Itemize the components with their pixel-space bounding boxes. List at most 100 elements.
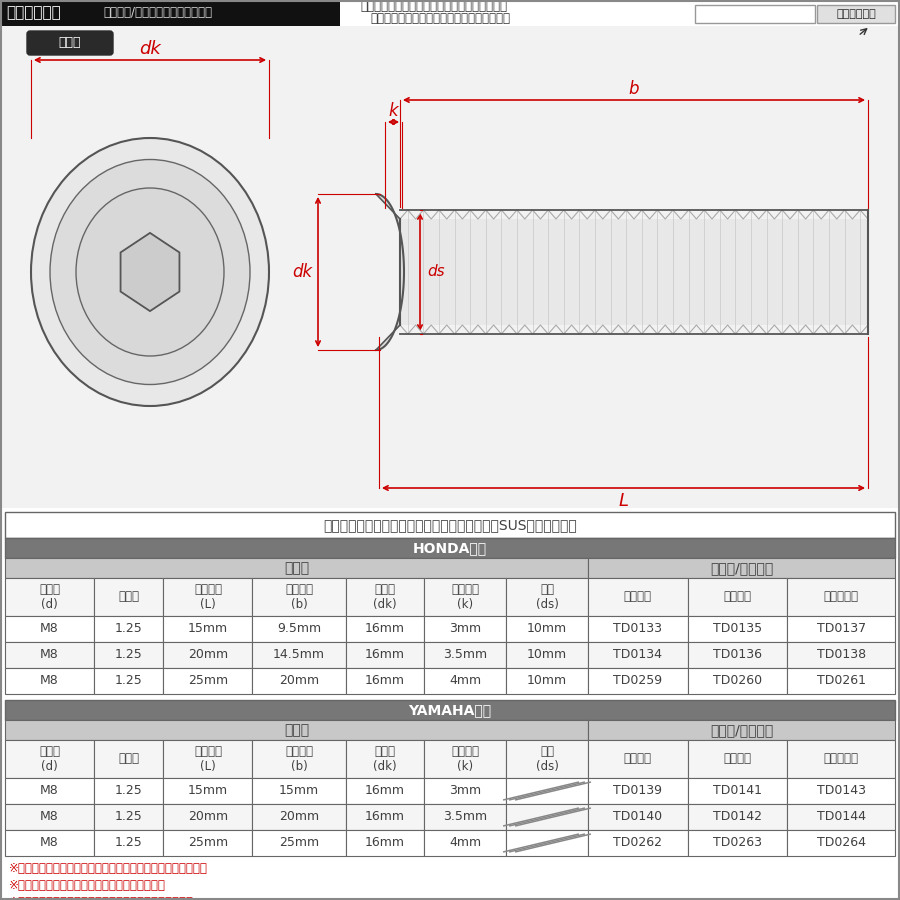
Text: M8: M8: [40, 674, 58, 688]
Bar: [5, 668, 94, 694]
Text: TD0261: TD0261: [816, 674, 866, 688]
Bar: [400, 219, 868, 325]
Bar: [164, 804, 252, 830]
Bar: [164, 668, 252, 694]
Text: TD0138: TD0138: [816, 649, 866, 662]
Text: TD0263: TD0263: [713, 836, 762, 850]
Text: 焼きチタン: 焼きチタン: [824, 752, 859, 766]
Ellipse shape: [76, 188, 224, 356]
Bar: [424, 668, 506, 694]
Bar: [506, 642, 588, 668]
Bar: [0, 0, 340, 26]
Text: L: L: [618, 492, 628, 510]
FancyBboxPatch shape: [27, 31, 113, 55]
Text: ストア内検索: ストア内検索: [836, 9, 876, 19]
Text: TD0264: TD0264: [816, 836, 866, 850]
Bar: [346, 578, 424, 616]
Text: 16mm: 16mm: [365, 674, 405, 688]
Bar: [5, 804, 94, 830]
Bar: [695, 5, 815, 23]
Text: dk: dk: [292, 263, 312, 281]
Text: 呼び長さ
(L): 呼び長さ (L): [194, 745, 222, 773]
Bar: [506, 668, 588, 694]
Text: ストア内検索に商品番号を入力して頂けますと: ストア内検索に商品番号を入力して頂けますと: [360, 1, 507, 13]
Text: 4mm: 4mm: [449, 674, 482, 688]
Bar: [506, 830, 588, 856]
Bar: [5, 538, 895, 558]
Bar: [94, 578, 164, 616]
Text: （カラー/サイズ品番一覧表共通）: （カラー/サイズ品番一覧表共通）: [103, 6, 212, 20]
Bar: [424, 778, 506, 804]
Bar: [424, 616, 506, 642]
Text: 20mm: 20mm: [279, 674, 320, 688]
Text: TD0140: TD0140: [613, 811, 662, 824]
Text: TD0136: TD0136: [713, 649, 762, 662]
Text: 頭部径
(dk): 頭部径 (dk): [374, 583, 397, 611]
Text: TD0144: TD0144: [816, 811, 866, 824]
Bar: [252, 740, 346, 778]
Text: 頭部径
(dk): 頭部径 (dk): [374, 745, 397, 773]
Text: 20mm: 20mm: [188, 649, 228, 662]
Text: dk: dk: [140, 40, 161, 58]
Bar: [164, 616, 252, 642]
Text: 15mm: 15mm: [188, 785, 228, 797]
Text: 16mm: 16mm: [365, 785, 405, 797]
Bar: [252, 830, 346, 856]
Text: ネジ長さ
(b): ネジ長さ (b): [285, 745, 313, 773]
Bar: [5, 578, 94, 616]
Bar: [688, 642, 788, 668]
Bar: [5, 700, 895, 720]
Bar: [817, 5, 895, 23]
Text: 25mm: 25mm: [188, 674, 228, 688]
Bar: [5, 778, 94, 804]
Bar: [5, 830, 94, 856]
Bar: [0, 26, 900, 508]
Text: 軸径
(ds): 軸径 (ds): [536, 745, 558, 773]
Bar: [424, 740, 506, 778]
Bar: [94, 616, 164, 642]
Ellipse shape: [31, 138, 269, 406]
Text: 1.25: 1.25: [115, 785, 142, 797]
Text: シルバー: シルバー: [624, 590, 652, 604]
Bar: [588, 642, 688, 668]
Bar: [5, 720, 588, 740]
Text: 15mm: 15mm: [188, 623, 228, 635]
Text: 15mm: 15mm: [279, 785, 320, 797]
Bar: [94, 740, 164, 778]
Bar: [5, 616, 94, 642]
Bar: [588, 830, 688, 856]
Text: 頭部高さ
(k): 頭部高さ (k): [451, 583, 479, 611]
Bar: [346, 740, 424, 778]
Bar: [506, 778, 588, 804]
Text: TD0139: TD0139: [613, 785, 662, 797]
Text: 16mm: 16mm: [365, 811, 405, 824]
Bar: [688, 740, 788, 778]
Bar: [346, 642, 424, 668]
Text: 1.25: 1.25: [115, 811, 142, 824]
Bar: [252, 578, 346, 616]
Text: カラー/当店品番: カラー/当店品番: [710, 723, 773, 737]
Text: サイズ: サイズ: [284, 723, 309, 737]
Text: お探しの商品に素早くアクセスが出来ます。: お探しの商品に素早くアクセスが出来ます。: [370, 13, 510, 25]
Bar: [164, 642, 252, 668]
Text: 焼きチタン: 焼きチタン: [824, 590, 859, 604]
Text: b: b: [629, 80, 639, 98]
Bar: [788, 616, 895, 642]
Text: ※製造ロットにより、仕様変更になる場合がございます。: ※製造ロットにより、仕様変更になる場合がございます。: [9, 896, 194, 900]
Text: TD0133: TD0133: [613, 623, 662, 635]
Bar: [788, 804, 895, 830]
Bar: [788, 668, 895, 694]
Bar: [94, 830, 164, 856]
Text: TD0262: TD0262: [613, 836, 662, 850]
Text: 10mm: 10mm: [526, 623, 567, 635]
Text: ディスクローターボルト【フラットヘッド】（SUSステンレス）: ディスクローターボルト【フラットヘッド】（SUSステンレス）: [323, 518, 577, 532]
Bar: [164, 830, 252, 856]
Bar: [94, 668, 164, 694]
Bar: [688, 578, 788, 616]
Bar: [588, 668, 688, 694]
Text: k: k: [389, 102, 399, 120]
Bar: [5, 642, 94, 668]
Text: サイズ: サイズ: [284, 561, 309, 575]
Bar: [5, 512, 895, 538]
Bar: [252, 804, 346, 830]
